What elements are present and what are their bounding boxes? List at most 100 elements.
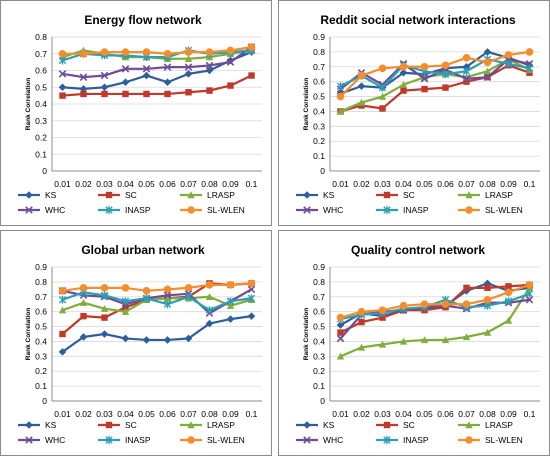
data-point-sc (80, 312, 87, 320)
x-tick-label: 0.05 (138, 409, 155, 419)
legend-item-sc: SC (98, 190, 137, 200)
data-point-sl-wlen (79, 49, 88, 58)
x-tick-label: 0.02 (75, 409, 92, 419)
chart-svg: Quality control network 0 0.1 0.2 0.3 0.4 0.5 0… (278, 230, 550, 456)
data-point-sl-wlen (142, 48, 151, 56)
data-point-sc (101, 90, 108, 98)
legend-label: LRASP (207, 190, 235, 200)
series-line-whc (62, 288, 253, 315)
data-point-sc (421, 85, 428, 93)
x-tick-label: 0.09 (222, 179, 239, 189)
data-point-sl-wlen (525, 281, 534, 289)
legend-item-sc: SC (98, 420, 137, 430)
chart-title: Quality control network (351, 243, 485, 257)
legend-label: SL-WLEN (485, 435, 523, 445)
legend-label: SL-WLEN (485, 205, 523, 215)
x-tick-label: 0.02 (353, 179, 370, 189)
data-point-sl-wlen (247, 279, 256, 288)
data-point-inasp (504, 297, 513, 306)
x-tick-label: 0.07 (180, 409, 197, 419)
data-point-sl-wlen (504, 51, 513, 59)
legend-marker-sl-wlen (465, 436, 473, 444)
legend-label: SC (125, 190, 137, 200)
data-point-lrasp (336, 107, 345, 115)
data-point-whc (525, 295, 534, 304)
y-tick-label: 0.5 (313, 322, 325, 332)
series-line-sl-wlen (340, 283, 530, 319)
data-point-inasp (142, 294, 151, 303)
legend-marker-sl-wlen (187, 206, 195, 214)
legend-label: SC (403, 190, 415, 200)
series-sl-wlen (58, 43, 256, 58)
chart-frame (0, 230, 272, 456)
legend-label: INASP (403, 205, 429, 215)
series-line-inasp (340, 58, 530, 89)
legend-marker-sc (383, 191, 391, 199)
legend-marker-ks (303, 191, 311, 199)
data-point-sl-wlen (121, 284, 130, 292)
legend-label: WHC (323, 435, 343, 445)
series-line-lrasp (62, 295, 252, 313)
data-point-ks (121, 334, 130, 343)
y-tick-label: 0.8 (35, 277, 47, 287)
legend: KS SC LRASP WHC INASP SL-WLEN (18, 190, 245, 215)
data-point-sl-wlen (79, 284, 88, 292)
chart-frame (278, 0, 550, 226)
y-tick-label: 0.4 (313, 106, 325, 116)
x-tick-label: 0.06 (159, 179, 176, 189)
legend: KS SC LRASP WHC INASP SL-WLEN (296, 420, 523, 445)
series-ks (58, 312, 256, 356)
data-point-sl-wlen (184, 48, 193, 56)
series-sl-wlen (58, 279, 256, 295)
series-line-sl-wlen (62, 45, 252, 55)
data-point-whc (247, 285, 256, 294)
x-tick-label: 0.09 (500, 409, 517, 419)
data-point-ks (100, 330, 109, 338)
series-line-whc (62, 46, 253, 79)
x-tick-label: 0.07 (180, 179, 197, 189)
data-point-sc (463, 284, 470, 292)
data-point-sl-wlen (184, 284, 193, 292)
y-tick-label: 0.2 (35, 366, 47, 376)
legend-marker-sc (105, 191, 113, 199)
legend-item-ks: KS (18, 420, 57, 430)
data-point-ks (357, 82, 366, 90)
y-tick-label: 0.4 (313, 336, 325, 346)
data-point-sl-wlen (58, 287, 67, 295)
legend-item-sc: SC (376, 190, 415, 200)
data-point-ks (483, 48, 492, 56)
y-axis-label: Rank Correlation (25, 308, 32, 360)
legend-marker-inasp (105, 206, 113, 214)
y-tick-label: 0.4 (35, 99, 47, 109)
legend: KS SC LRASP WHC INASP SL-WLEN (18, 420, 245, 445)
x-tick-label: 0.08 (201, 409, 218, 419)
data-point-sl-wlen (336, 92, 345, 101)
data-point-whc (121, 65, 130, 73)
data-point-inasp (247, 294, 256, 303)
legend-marker-whc (303, 436, 311, 444)
legend-item-inasp: INASP (376, 435, 429, 445)
data-point-whc (226, 58, 235, 66)
data-point-lrasp (336, 352, 345, 360)
data-point-whc (79, 73, 88, 81)
legend-item-ks: KS (296, 420, 335, 430)
data-point-sc (379, 105, 386, 112)
data-point-sl-wlen (163, 285, 172, 294)
chart-svg: Reddit social network interactions 0 0.1 0.… (278, 0, 550, 226)
data-point-inasp (58, 56, 67, 65)
series-line-inasp (62, 291, 252, 312)
legend-item-whc: WHC (296, 435, 343, 445)
series-line-whc (339, 58, 530, 90)
legend-marker-inasp (383, 206, 391, 214)
legend-marker-sc (383, 421, 391, 429)
data-point-sc (164, 90, 171, 98)
legend-label: KS (323, 420, 335, 430)
data-point-lrasp (483, 328, 492, 336)
data-point-lrasp (184, 55, 193, 62)
legend-marker-lrasp (465, 421, 473, 429)
legend-marker-sl-wlen (465, 206, 473, 214)
y-tick-label: 0.1 (313, 381, 325, 391)
y-tick-label: 0.5 (35, 82, 47, 92)
data-point-inasp (378, 83, 387, 92)
data-point-sl-wlen (399, 62, 408, 71)
